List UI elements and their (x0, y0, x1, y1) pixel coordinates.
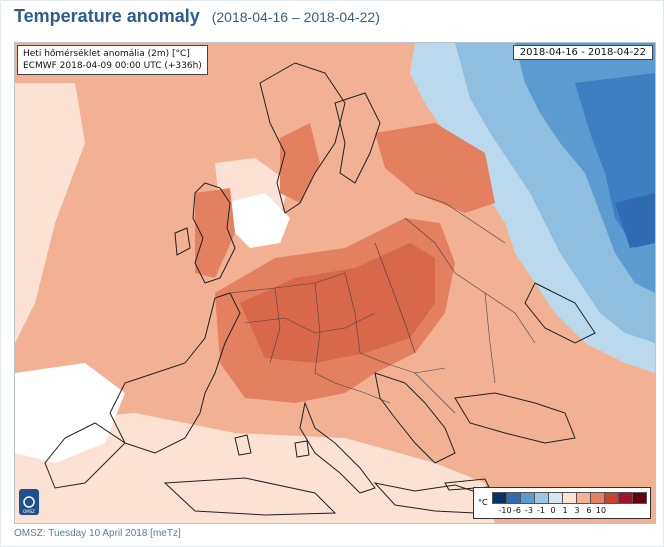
legend-labels: -10 -6 -3 -1 0 1 3 6 10 (492, 506, 650, 516)
anomaly-map: Heti hőmérséklet anomália (2m) [°C] ECMW… (14, 42, 656, 524)
header: Temperature anomaly (2018-04-16 – 2018-0… (14, 6, 380, 34)
neutral-zone-south (15, 413, 495, 523)
legend-swatch (632, 492, 647, 504)
date-range-box: 2018-04-16 - 2018-04-22 (512, 45, 653, 60)
warm-core-russia (375, 123, 495, 213)
period-label: (2018-04-16 – 2018-04-22) (211, 9, 380, 25)
legend-swatch (590, 492, 605, 504)
legend-tick-label: -3 (525, 506, 533, 515)
color-legend: °C -10 -6 -3 -1 0 1 3 6 10 (473, 487, 651, 519)
svg-text:OMSZ: OMSZ (23, 509, 35, 514)
legend-color-bar (492, 492, 647, 504)
white-zone-west (15, 363, 125, 463)
legend-swatch (604, 492, 619, 504)
warm-core-britain (195, 188, 235, 278)
legend-tick-label: 3 (574, 506, 580, 515)
legend-swatch (562, 492, 577, 504)
legend-tick-label: 0 (550, 506, 556, 515)
info-line-model: ECMWF 2018-04-09 00:00 UTC (+336h) (23, 61, 202, 71)
map-canvas (15, 43, 655, 523)
legend-unit: °C (478, 498, 488, 507)
legend-tick-label: 10 (595, 506, 607, 515)
legend-swatch (506, 492, 521, 504)
info-line-title: Heti hőmérséklet anomália (2m) [°C] (23, 49, 190, 59)
legend-swatch (492, 492, 507, 504)
legend-tick-label: -6 (513, 506, 521, 515)
legend-swatch (548, 492, 563, 504)
legend-swatch (520, 492, 535, 504)
white-zone-baltic (225, 193, 290, 248)
legend-tick-label: 6 (586, 506, 592, 515)
info-box: Heti hőmérséklet anomália (2m) [°C] ECMW… (17, 45, 208, 75)
legend-tick-label: 1 (562, 506, 568, 515)
legend-swatch (576, 492, 591, 504)
omsz-logo-icon: OMSZ (19, 489, 39, 515)
page-title: Temperature anomaly (14, 6, 200, 26)
country-borders (229, 192, 536, 414)
legend-swatch (618, 492, 633, 504)
cold-region-core-2 (615, 193, 655, 248)
legend-tick-label: -1 (537, 506, 545, 515)
footer-text: OMSZ: Tuesday 10 April 2018 [meTz] (14, 528, 181, 539)
legend-swatch (534, 492, 549, 504)
legend-tick-label: -10 (498, 506, 512, 515)
neutral-zone-atlantic (15, 83, 85, 343)
